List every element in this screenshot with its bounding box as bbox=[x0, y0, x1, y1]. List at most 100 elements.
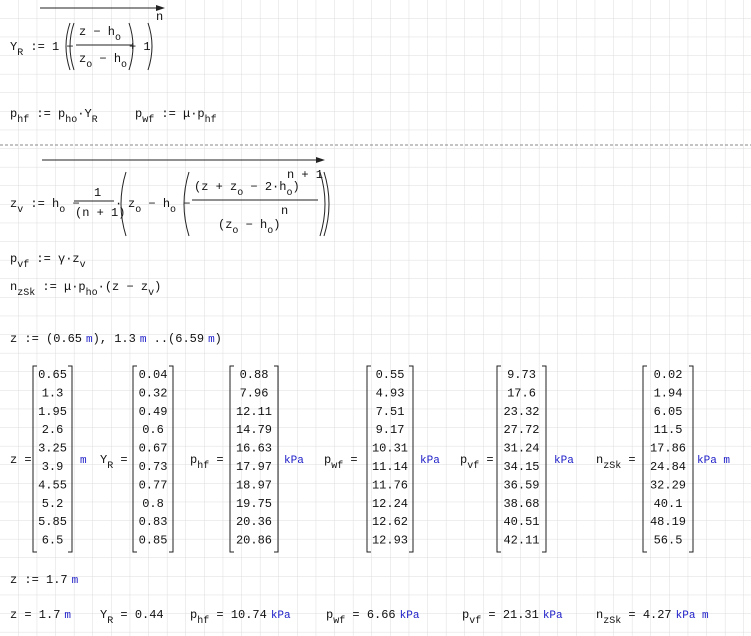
paren bbox=[183, 171, 190, 237]
formula: z := 1.7 m bbox=[10, 573, 79, 587]
token: = 21.31 bbox=[481, 608, 539, 622]
token: Y bbox=[100, 453, 107, 467]
matrix-value: 3.9 bbox=[42, 460, 64, 474]
subscript: o bbox=[170, 205, 176, 216]
subscript: wf bbox=[333, 615, 345, 627]
matrix-value: 0.88 bbox=[240, 368, 269, 382]
subscript: R bbox=[92, 115, 98, 126]
arrow-head bbox=[316, 157, 325, 163]
formula: nzSk := μ·pho·(z − zv) bbox=[10, 280, 161, 299]
matrix-value: 27.72 bbox=[503, 423, 539, 437]
formula: + 1 bbox=[129, 40, 151, 54]
formula: zv := ho − bbox=[10, 197, 80, 216]
matrix-bracket bbox=[642, 365, 647, 553]
matrix-value: 14.79 bbox=[236, 423, 272, 437]
token: := γ·z bbox=[29, 252, 79, 266]
formula: zo − ho − bbox=[128, 197, 190, 216]
subscript: R bbox=[107, 616, 113, 627]
token: = bbox=[113, 453, 127, 467]
exponent: n bbox=[281, 204, 288, 218]
paren bbox=[120, 171, 127, 237]
token: ) bbox=[154, 280, 161, 294]
matrix-value: 0.83 bbox=[139, 515, 168, 529]
subscript: vf bbox=[17, 259, 29, 271]
matrix-value: 20.86 bbox=[236, 534, 272, 548]
matrix-value: 17.6 bbox=[507, 386, 536, 400]
token: := μ·p bbox=[154, 107, 204, 121]
formula: YR := 1 − bbox=[10, 40, 74, 59]
matrix-value: 0.65 bbox=[38, 368, 67, 382]
token: = 10.74 bbox=[209, 608, 267, 622]
result: z = 1.7 m bbox=[10, 608, 71, 622]
matrix-value: 56.5 bbox=[654, 534, 683, 548]
token: = 0.44 bbox=[113, 608, 163, 622]
token: + 1 bbox=[129, 40, 151, 54]
matrix-value: 12.93 bbox=[372, 534, 408, 548]
matrix-value: 5.2 bbox=[42, 497, 64, 511]
matrix-value: 19.75 bbox=[236, 497, 272, 511]
matrix-label: nzSk = bbox=[596, 453, 636, 472]
token: p bbox=[190, 453, 197, 467]
matrix-value: 6.5 bbox=[42, 534, 64, 548]
token: = 4.27 bbox=[621, 608, 671, 622]
token: = bbox=[343, 453, 357, 467]
matrix-value: 11.5 bbox=[654, 423, 683, 437]
unit: m bbox=[208, 334, 215, 346]
range-definition: z := (0.65 m), 1.3 m ..(6.59 m) bbox=[10, 332, 222, 346]
subscript: vf bbox=[469, 615, 481, 627]
matrix-value: 42.11 bbox=[503, 534, 539, 548]
unit: m bbox=[64, 610, 71, 622]
matrix-bracket bbox=[542, 365, 547, 553]
matrix-bracket bbox=[274, 365, 279, 553]
token: z := (0.65 bbox=[10, 332, 82, 346]
formula: pwf := μ·phf bbox=[135, 107, 217, 126]
matrix-value: 12.24 bbox=[372, 497, 408, 511]
matrix-value: 0.8 bbox=[142, 497, 164, 511]
matrix-value: 32.29 bbox=[650, 478, 686, 492]
result-matrices: z = 0.65 1.3 1.95 2.6 3.25 3.9 4.55 5.2 5.85 6.5 m Y… bbox=[10, 365, 730, 553]
matrix-value: 0.04 bbox=[139, 368, 168, 382]
subscript: v bbox=[80, 260, 86, 271]
result: pwf = 6.66 kPa bbox=[326, 608, 420, 627]
formula: pvf := γ·zv bbox=[10, 252, 86, 271]
token: = bbox=[479, 453, 493, 467]
matrix-label: pvf = bbox=[460, 453, 494, 472]
matrix-label: pwf = bbox=[324, 453, 358, 472]
token: ·(z − z bbox=[98, 280, 148, 294]
unit: m bbox=[86, 334, 93, 346]
unit: kPa bbox=[543, 610, 563, 622]
unit: kPa bbox=[271, 610, 291, 622]
formula: phf := pho·YR bbox=[10, 107, 98, 126]
matrix-value: 0.85 bbox=[139, 534, 168, 548]
token: − h bbox=[141, 197, 170, 211]
matrix-bracket bbox=[132, 365, 137, 553]
token: z = 1.7 bbox=[10, 608, 60, 622]
unit: kPa bbox=[554, 455, 574, 467]
matrix-bracket bbox=[409, 365, 414, 553]
paren bbox=[128, 22, 134, 71]
numerator: (z + zo − 2·ho) bbox=[194, 180, 300, 199]
token: z bbox=[10, 197, 17, 211]
subscript: v bbox=[148, 288, 154, 299]
matrix-value: 0.6 bbox=[142, 423, 164, 437]
unit: m bbox=[72, 575, 79, 587]
token: p bbox=[190, 608, 197, 622]
token: ·Y bbox=[77, 107, 91, 121]
subscript: o bbox=[121, 60, 127, 71]
subscript: zSk bbox=[603, 615, 621, 627]
matrix-bracket bbox=[689, 365, 694, 553]
denominator: zo − ho bbox=[79, 52, 127, 71]
token: z := 1.7 bbox=[10, 573, 68, 587]
unit: kPa bbox=[400, 610, 420, 622]
matrix-value: 40.1 bbox=[654, 497, 683, 511]
matrix-value: 12.62 bbox=[372, 515, 408, 529]
token: p bbox=[10, 107, 17, 121]
result: YR = 0.44 bbox=[100, 608, 164, 627]
subscript: R bbox=[107, 461, 113, 472]
subscript: hf bbox=[197, 615, 209, 627]
token: − h bbox=[238, 218, 267, 232]
matrix-value: 5.85 bbox=[38, 515, 67, 529]
matrix-value: 6.05 bbox=[654, 405, 683, 419]
token: ), 1.3 bbox=[93, 332, 136, 346]
token: − 2·h bbox=[243, 180, 286, 194]
